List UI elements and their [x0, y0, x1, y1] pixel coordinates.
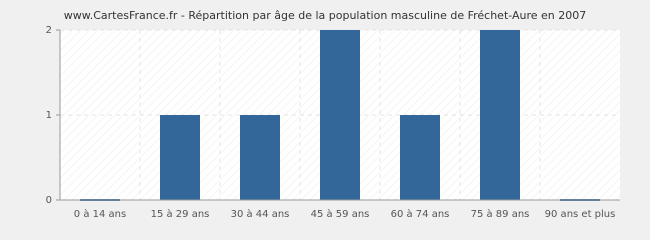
bar — [240, 115, 280, 200]
x-tick-label: 0 à 14 ans — [74, 208, 126, 220]
x-tick-label: 75 à 89 ans — [471, 208, 530, 220]
x-tick-label: 15 à 29 ans — [151, 208, 210, 220]
x-tick-label: 90 ans et plus — [545, 209, 616, 220]
bar — [480, 30, 520, 200]
bar — [400, 115, 440, 200]
bar — [320, 30, 360, 200]
x-tick-label: 60 à 74 ans — [391, 208, 450, 220]
x-tick-label: 45 à 59 ans — [311, 208, 370, 220]
y-tick-label: 1 — [46, 110, 52, 121]
x-tick-label: 30 à 44 ans — [231, 208, 290, 220]
y-tick-label: 2 — [46, 25, 52, 36]
page: www.CartesFrance.fr - Répartition par âg… — [45, 9, 620, 220]
chart-title: www.CartesFrance.fr - Répartition par âg… — [64, 9, 587, 22]
y-tick-label: 0 — [46, 195, 52, 206]
chart: www.CartesFrance.fr - Répartition par âg… — [45, 9, 620, 220]
bar — [160, 115, 200, 200]
